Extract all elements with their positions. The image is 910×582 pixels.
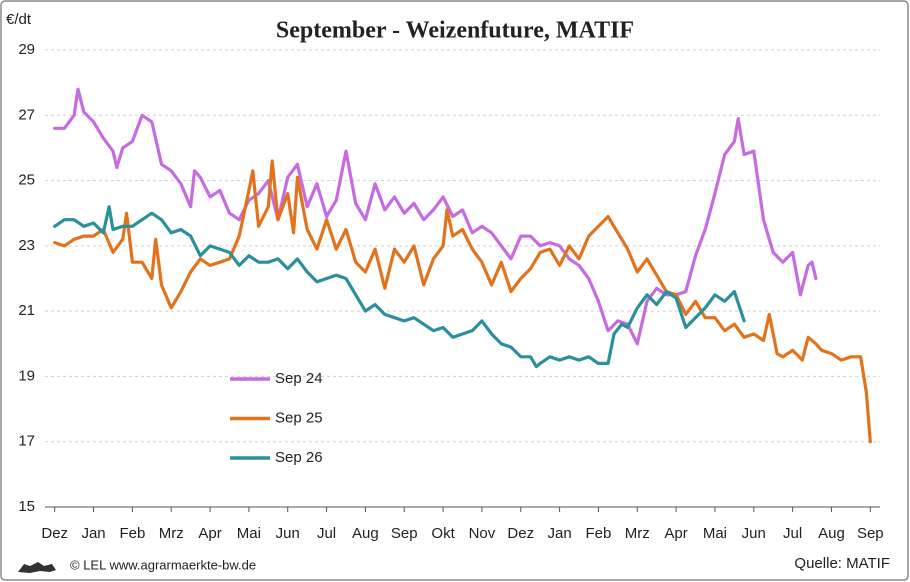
x-tick-label: Jun <box>276 525 300 542</box>
y-tick-label: 17 <box>18 433 35 450</box>
series-line <box>53 159 872 444</box>
x-tick-label: Apr <box>664 525 687 542</box>
x-tick-label: Mai <box>237 525 261 542</box>
y-axis-label: €/dt <box>6 11 32 28</box>
y-tick-label: 29 <box>18 41 35 58</box>
x-tick-label: Jan <box>547 525 571 542</box>
footer-credit: © LEL www.agrarmaerkte-bw.de <box>70 557 256 572</box>
x-tick-label: Sep <box>391 525 418 542</box>
x-tick-label: Mrz <box>159 525 184 542</box>
x-tick-label: Jun <box>742 525 766 542</box>
x-tick-label: Okt <box>431 525 455 542</box>
x-tick-label: Jan <box>81 525 105 542</box>
y-tick-label: 19 <box>18 367 35 384</box>
x-tick-label: Feb <box>119 525 145 542</box>
chart-title: September - Weizenfuture, MATIF <box>276 18 634 44</box>
x-tick-label: Jul <box>317 525 336 542</box>
x-tick-label: Jul <box>783 525 802 542</box>
series-line <box>53 205 746 369</box>
logo <box>18 562 56 573</box>
x-tick-label: Dez <box>507 525 534 542</box>
x-tick-label: Sep <box>857 525 884 542</box>
y-tick-label: 23 <box>18 237 35 254</box>
x-tick-label: Mai <box>703 525 727 542</box>
x-tick-label: Dez <box>41 525 68 542</box>
y-tick-label: 25 <box>18 172 35 189</box>
series-line <box>53 87 818 346</box>
legend-label: Sep 24 <box>275 370 323 387</box>
y-tick-label: 21 <box>18 302 35 319</box>
y-tick-label: 15 <box>18 498 35 515</box>
legend-label: Sep 26 <box>275 449 323 466</box>
x-tick-label: Aug <box>352 525 379 542</box>
x-tick-label: Feb <box>586 525 612 542</box>
x-tick-label: Aug <box>818 525 845 542</box>
y-tick-label: 27 <box>18 106 35 123</box>
legend-label: Sep 25 <box>275 409 323 426</box>
source-note: Quelle: MATIF <box>794 555 890 572</box>
logo-emblem <box>18 562 56 573</box>
x-tick-label: Mrz <box>625 525 650 542</box>
x-tick-label: Nov <box>469 525 496 542</box>
x-tick-label: Apr <box>198 525 221 542</box>
